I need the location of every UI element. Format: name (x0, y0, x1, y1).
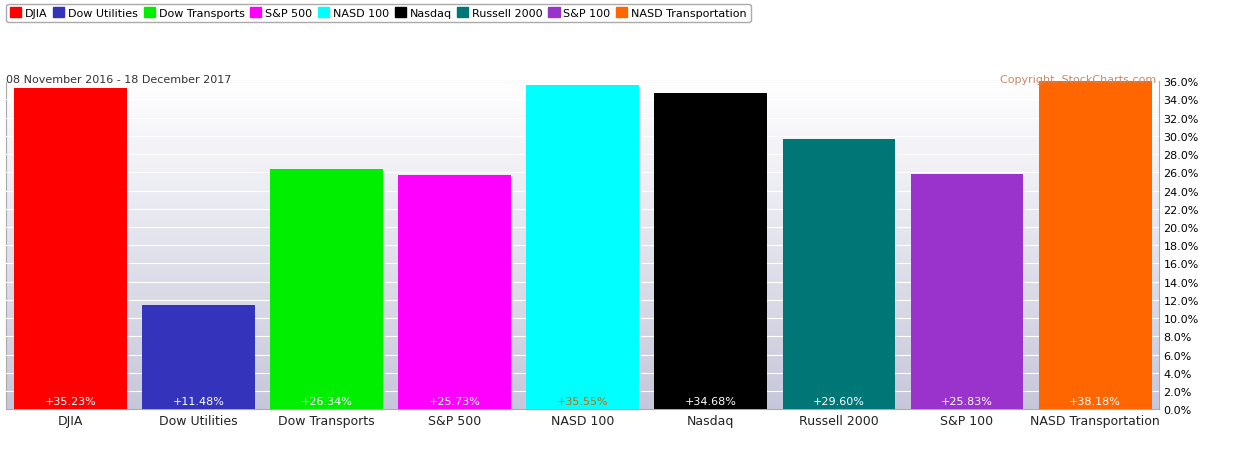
Bar (527, 86, 639, 410)
Bar (398, 175, 512, 410)
Bar (782, 140, 896, 410)
Text: 08 November 2016 - 18 December 2017: 08 November 2016 - 18 December 2017 (6, 75, 232, 85)
Bar (911, 174, 1023, 410)
Bar (654, 94, 767, 410)
Bar (1038, 62, 1152, 410)
Text: +25.73%: +25.73% (428, 396, 480, 406)
Text: +29.60%: +29.60% (813, 396, 864, 406)
Text: +11.48%: +11.48% (173, 396, 224, 406)
Text: +25.83%: +25.83% (941, 396, 993, 406)
Text: Copyright, StockCharts.com: Copyright, StockCharts.com (1000, 75, 1157, 85)
Text: +34.68%: +34.68% (685, 396, 737, 406)
Bar (14, 89, 127, 410)
Bar (142, 305, 255, 410)
Text: +38.18%: +38.18% (1070, 396, 1121, 406)
Text: +35.23%: +35.23% (44, 396, 96, 406)
Bar (270, 170, 383, 410)
Text: +35.55%: +35.55% (557, 396, 609, 406)
Text: +26.34%: +26.34% (301, 396, 353, 406)
Legend: DJIA, Dow Utilities, Dow Transports, S&P 500, NASD 100, Nasdaq, Russell 2000, S&: DJIA, Dow Utilities, Dow Transports, S&P… (6, 5, 751, 23)
